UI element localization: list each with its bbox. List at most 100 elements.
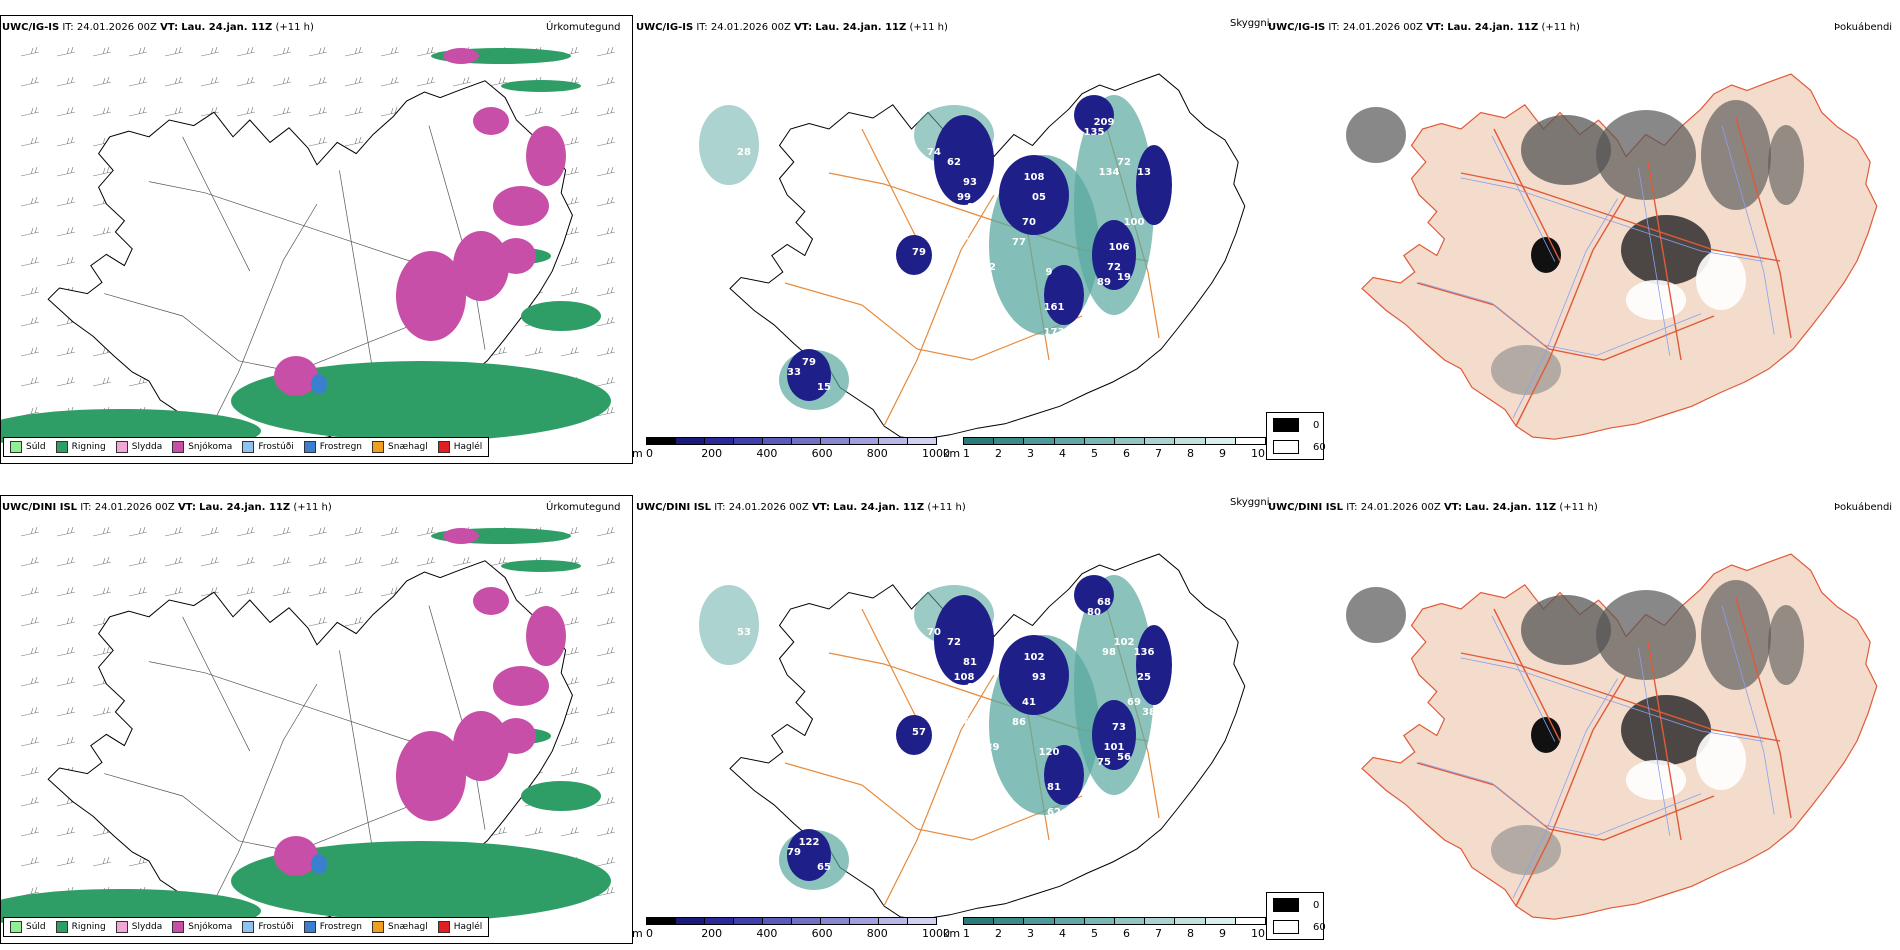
wind-barb	[344, 46, 364, 57]
legend-item: Slydda	[115, 441, 162, 453]
road-line	[1418, 761, 1702, 836]
lead-time: (+11 h)	[293, 502, 332, 513]
colorbar-tick: 200	[701, 447, 723, 460]
legend-label: Haglél	[453, 442, 483, 452]
fog-index-area	[1768, 605, 1804, 685]
legend-swatch	[372, 921, 385, 933]
visibility-value-label: 68	[957, 717, 971, 728]
legend-item: Súld	[10, 921, 46, 933]
wind-barb	[56, 556, 76, 567]
legend-item: Snjókoma	[172, 441, 232, 453]
colorbar-segment	[675, 437, 705, 445]
wind-barb	[596, 886, 616, 897]
visibility-value-label: 25	[1137, 672, 1151, 683]
wind-barb	[56, 256, 76, 267]
colorbar-tick: 1	[963, 927, 970, 940]
road-line	[1491, 615, 1556, 742]
colorbar-tick: 9	[1219, 447, 1226, 460]
colorbar-tick: 7	[1155, 447, 1162, 460]
wind-barb	[596, 736, 616, 747]
colorbar-segment	[849, 917, 879, 925]
wind-barb	[92, 646, 112, 657]
visibility-value-label: 19	[1117, 272, 1131, 283]
wind-barb	[20, 256, 40, 267]
visibility-value-label: 72	[1117, 157, 1131, 168]
road-line	[182, 136, 251, 272]
visibility-value-label: 139	[979, 742, 1000, 753]
visibility-panel-0: 74 62 93 99 13 108 05 70 77 79 17 12 9 161 173 212 89 72 1…	[634, 15, 1264, 465]
wind-barb	[272, 526, 292, 537]
vt-label: VT:	[794, 22, 813, 33]
high-terrain-area	[896, 235, 932, 275]
snow-area	[493, 186, 549, 226]
rain-area	[521, 301, 601, 331]
legend-item: Frostregn	[303, 441, 362, 453]
visibility-value-label: 134	[1099, 167, 1120, 178]
wind-barb	[164, 106, 184, 117]
it-value: 24.01.2026 00Z	[728, 502, 809, 513]
fog-index-area	[1621, 215, 1711, 285]
wind-barb	[20, 136, 40, 147]
wind-barb	[56, 166, 76, 177]
wind-barb	[596, 226, 616, 237]
legend-swatch	[242, 921, 255, 933]
wind-barb	[236, 106, 256, 117]
wind-barb	[560, 106, 580, 117]
road-line	[1647, 161, 1682, 361]
wind-barb	[236, 586, 256, 597]
colorbar-segment	[762, 917, 792, 925]
road-line	[1418, 281, 1702, 356]
colorbar-segment	[878, 917, 908, 925]
road-line	[883, 194, 995, 427]
wind-barb	[344, 526, 364, 537]
road-line	[1638, 167, 1671, 356]
visibility-value-label: 74	[927, 147, 941, 158]
wind-barb	[20, 46, 40, 57]
visibility-value-label: 79	[802, 357, 816, 368]
visibility-value-label: 72	[947, 637, 961, 648]
wind-barb	[20, 166, 40, 177]
visibility-value-label: 79	[787, 847, 801, 858]
panel-title: Skyggni	[1230, 497, 1270, 508]
wind-barb	[20, 76, 40, 87]
colorbar-segment	[1204, 917, 1236, 925]
legend-swatch	[437, 921, 450, 933]
wind-barb	[20, 616, 40, 627]
wind-barb	[596, 856, 616, 867]
colorbar-tick: 8	[1187, 447, 1194, 460]
wind-barb	[56, 526, 76, 537]
lead-time: (+11 h)	[909, 22, 948, 33]
wind-barb	[560, 736, 580, 747]
wind-barb	[56, 706, 76, 717]
fog-key-swatch	[1273, 440, 1299, 454]
road-line	[1721, 125, 1775, 335]
high-terrain-area	[1092, 700, 1136, 770]
visibility-value-label: 33	[787, 367, 801, 378]
wind-barb	[20, 286, 40, 297]
fog-key-1: 0 60	[1266, 892, 1326, 940]
wind-barb	[20, 316, 40, 327]
it-value: 24.01.2026 00Z	[710, 22, 791, 33]
wind-barb	[308, 106, 328, 117]
legend-item: Rigning	[55, 921, 106, 933]
wind-barb	[200, 556, 220, 567]
colorbar-segment	[1174, 917, 1206, 925]
colorbar-segment	[907, 437, 937, 445]
wind-barb	[596, 526, 616, 537]
fog-panel-1	[1266, 495, 1900, 945]
wind-barb	[596, 706, 616, 717]
wind-barb	[596, 406, 616, 417]
road-line	[784, 762, 1083, 841]
wind-barb	[200, 586, 220, 597]
vt-label: VT:	[177, 502, 196, 513]
model-name: UWC/IG-IS	[2, 22, 60, 33]
legend-item: Snæhagl	[372, 441, 428, 453]
visibility-value-label: 05	[1032, 192, 1046, 203]
high-terrain-area	[999, 635, 1069, 715]
snow-area	[496, 718, 536, 754]
legend-label: Frostúði	[258, 922, 294, 932]
model-name: UWC/DINI ISL	[2, 502, 78, 513]
precip-map-0	[1, 46, 616, 454]
visibility-value-label: 13	[1137, 167, 1151, 178]
wind-barb	[164, 586, 184, 597]
